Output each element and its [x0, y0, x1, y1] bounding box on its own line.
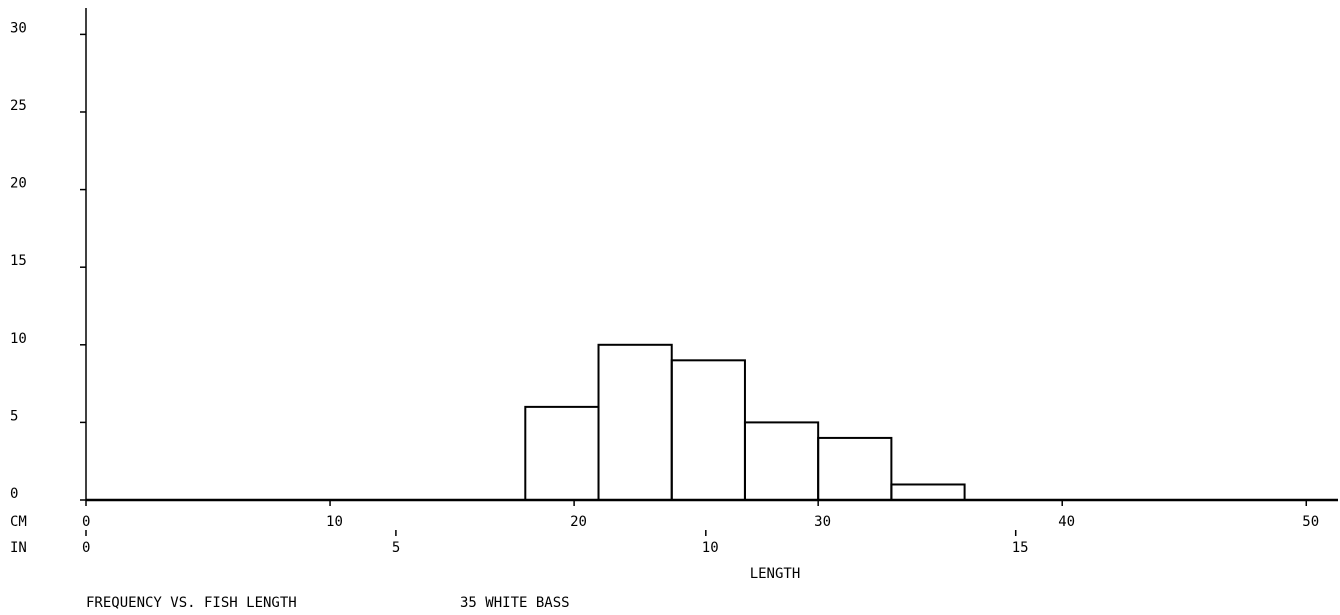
chart-title: FREQUENCY VS. FISH LENGTH [86, 595, 297, 611]
chart-subtitle: 35 WHITE BASS [460, 595, 570, 611]
x-tick-label: 50 [1302, 514, 1319, 530]
x-tick-label: 30 [814, 514, 831, 530]
x-tick-label: 40 [1058, 514, 1075, 530]
x-tick-label: 0 [82, 514, 90, 530]
x2-tick-label: 5 [392, 540, 400, 556]
x2-tick-label: 15 [1012, 540, 1029, 556]
x2-tick-label: 0 [82, 540, 90, 556]
x2-unit-label: IN [10, 540, 27, 556]
y-tick-label: 0 [10, 486, 18, 502]
y-tick-label: 20 [10, 176, 27, 192]
x2-tick-label: 10 [702, 540, 719, 556]
y-tick-label: 10 [10, 331, 27, 347]
y-tick-label: 25 [10, 98, 27, 114]
x-unit-label: CM [10, 514, 27, 530]
histogram-bar [670, 359, 746, 501]
histogram-bar [743, 421, 820, 502]
x-axis-label: LENGTH [750, 566, 801, 582]
y-tick-label: 15 [10, 253, 27, 269]
histogram-bar [524, 405, 600, 502]
y-tick-label: 5 [10, 408, 18, 424]
x-tick-label: 10 [326, 514, 343, 530]
histogram-bar [597, 343, 673, 501]
y-tick-label: 30 [10, 20, 27, 36]
histogram-bar [890, 483, 966, 501]
x-tick-label: 20 [570, 514, 587, 530]
histogram-bar [817, 436, 893, 501]
